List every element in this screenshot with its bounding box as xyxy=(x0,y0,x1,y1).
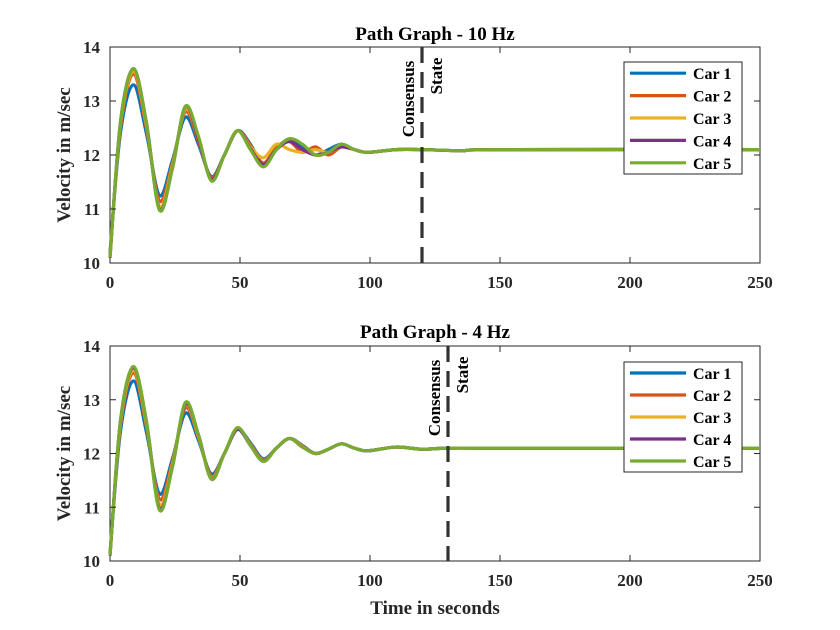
legend-label-2: Car 2 xyxy=(693,388,731,405)
x-tick-label: 100 xyxy=(357,273,383,292)
legend-label-4: Car 4 xyxy=(693,133,731,150)
y-tick-label: 10 xyxy=(83,552,100,571)
legend-label-3: Car 3 xyxy=(693,111,731,128)
x-tick-label: 150 xyxy=(487,571,513,590)
y-tick-label: 14 xyxy=(83,337,101,356)
x-tick-label: 0 xyxy=(106,571,115,590)
chart-title: Path Graph - 4 Hz xyxy=(360,322,510,343)
x-tick-label: 200 xyxy=(617,571,643,590)
legend-label-5: Car 5 xyxy=(693,156,731,173)
x-axis-label: Time in seconds xyxy=(370,598,500,619)
chart-top: Consensus State 10 11 12 13 14 0 50 100 150 200 250 P… xyxy=(54,24,773,292)
y-tick-label: 14 xyxy=(83,38,101,57)
y-tick-label: 11 xyxy=(84,498,100,517)
x-tick-label: 150 xyxy=(487,273,513,292)
annotation-consensus: Consensus xyxy=(399,60,418,137)
legend-label-1: Car 1 xyxy=(693,66,731,83)
legend-label-4: Car 4 xyxy=(693,432,731,449)
y-tick-label: 10 xyxy=(83,254,100,273)
y-axis-label: Velocity in m/sec xyxy=(54,87,75,222)
y-tick-label: 12 xyxy=(83,146,100,165)
x-tick-label: 50 xyxy=(232,273,249,292)
series-line-5 xyxy=(108,67,761,258)
annotation-consensus: Consensus xyxy=(425,359,444,436)
chart-bottom: Consensus State 10 11 12 13 14 0 50 100 150 200 250 P… xyxy=(54,322,773,619)
legend-label-1: Car 1 xyxy=(693,366,731,383)
x-tick-label: 100 xyxy=(357,571,383,590)
chart-title: Path Graph - 10 Hz xyxy=(355,24,515,45)
annotation-state: State xyxy=(453,356,472,393)
x-tick-label: 50 xyxy=(232,571,249,590)
y-axis-label: Velocity in m/sec xyxy=(54,386,75,521)
legend-label-3: Car 3 xyxy=(693,410,731,427)
annotation-state: State xyxy=(427,57,446,94)
y-tick-label: 11 xyxy=(84,200,100,219)
y-tick-label: 13 xyxy=(83,92,100,111)
y-tick-label: 12 xyxy=(83,445,100,464)
x-tick-label: 250 xyxy=(747,571,773,590)
legend-label-2: Car 2 xyxy=(693,89,731,106)
legend: Car 1 Car 2 Car 3 Car 4 Car 5 xyxy=(623,361,743,473)
legend-label-5: Car 5 xyxy=(693,454,731,471)
x-tick-label: 0 xyxy=(106,273,115,292)
legend: Car 1 Car 2 Car 3 Car 4 Car 5 xyxy=(623,61,743,175)
x-tick-label: 250 xyxy=(747,273,773,292)
series-line-5 xyxy=(108,364,760,556)
x-tick-label: 200 xyxy=(617,273,643,292)
y-tick-label: 13 xyxy=(83,391,100,410)
